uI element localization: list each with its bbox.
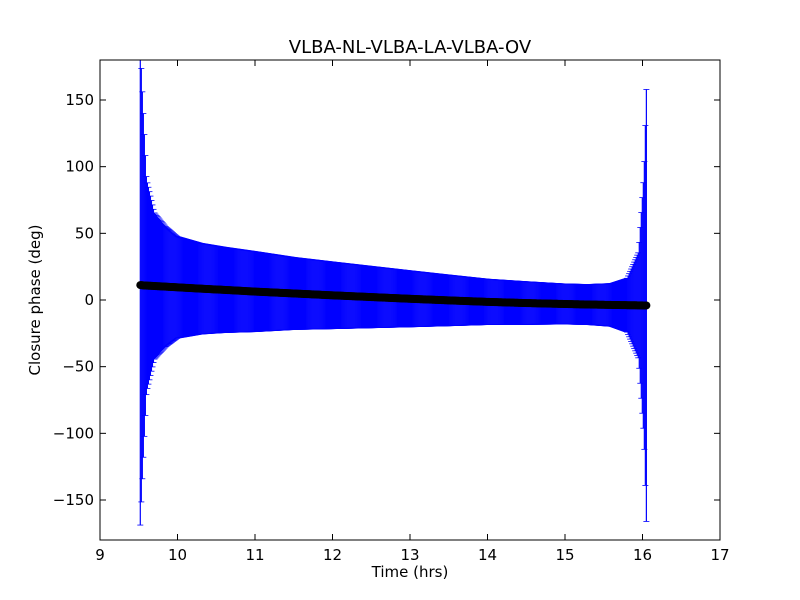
axis-ticks: 9 10 11 12 13 14 15 16 17 150 100 50 0 −50 −100 −150 — [53, 60, 730, 564]
x-tick-label: 13 — [400, 546, 419, 564]
x-tick-label: 15 — [555, 546, 574, 564]
x-axis-label: Time (hrs) — [371, 563, 449, 581]
y-axis-label: Closure phase (deg) — [26, 225, 44, 376]
y-tick-label: 50 — [75, 224, 94, 242]
y-tick-label: 100 — [65, 158, 94, 176]
x-tick-label: 10 — [168, 546, 187, 564]
data-point — [642, 301, 651, 310]
plot-area — [136, 60, 651, 526]
chart-title: VLBA-NL-VLBA-LA-VLBA-OV — [289, 37, 532, 58]
x-tick-label: 14 — [478, 546, 497, 564]
y-tick-label: 150 — [65, 91, 94, 109]
x-tick-label: 11 — [245, 546, 264, 564]
y-tick-label: −100 — [53, 424, 94, 442]
errorbar-group — [137, 60, 650, 526]
x-tick-label: 16 — [633, 546, 652, 564]
y-tick-label: 0 — [84, 291, 94, 309]
x-tick-label: 9 — [95, 546, 105, 564]
y-tick-label: −50 — [62, 358, 94, 376]
data-points — [136, 281, 651, 310]
y-tick-label: −150 — [53, 491, 94, 509]
x-tick-label: 12 — [323, 546, 342, 564]
x-tick-label: 17 — [710, 546, 729, 564]
